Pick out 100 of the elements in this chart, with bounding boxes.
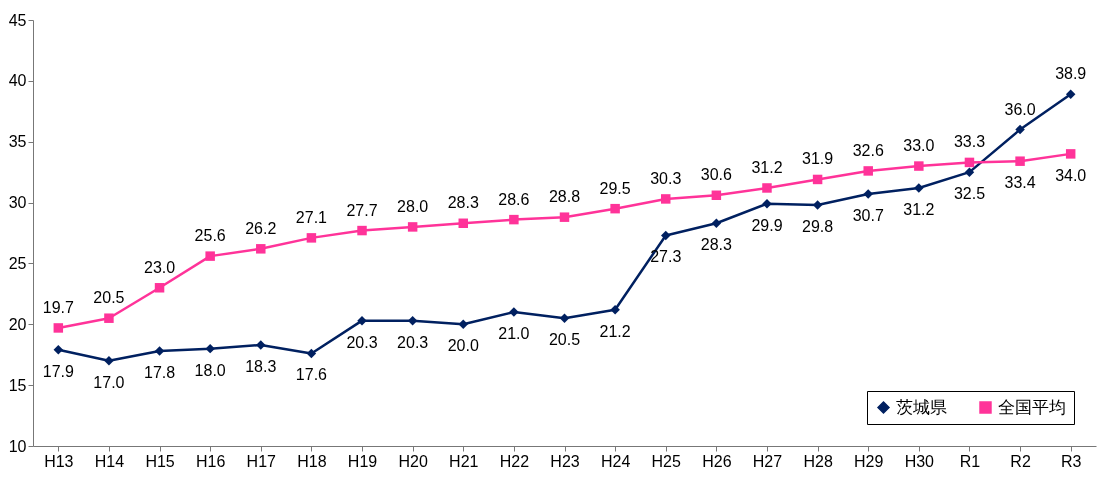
point xyxy=(256,244,266,254)
point xyxy=(357,225,367,236)
point xyxy=(306,348,317,359)
x-tick-label: H18 xyxy=(297,452,327,470)
x-tick-label: H23 xyxy=(550,452,580,470)
x-tick-label: H24 xyxy=(600,452,631,470)
x-tick-label: H29 xyxy=(854,452,884,470)
point xyxy=(104,313,114,323)
data-label: 28.6 xyxy=(498,190,530,208)
point xyxy=(964,167,975,177)
data-label: 20.0 xyxy=(447,337,479,355)
point xyxy=(610,304,620,315)
point xyxy=(458,218,469,229)
legend-label: 茨城県 xyxy=(896,397,947,417)
point xyxy=(964,157,975,168)
point xyxy=(1065,89,1076,99)
data-label: 32.6 xyxy=(852,141,884,159)
data-label: 36.0 xyxy=(1004,100,1036,118)
data-label: 33.3 xyxy=(953,133,986,151)
data-label: 20.5 xyxy=(93,289,125,307)
y-tick-label: 40 xyxy=(8,72,27,90)
point xyxy=(762,199,772,209)
x-tick-label: H21 xyxy=(449,452,479,470)
data-label: 21.2 xyxy=(599,322,631,340)
data-label: 30.3 xyxy=(650,169,682,187)
y-tick-label: 20 xyxy=(8,315,27,333)
data-label: 20.3 xyxy=(397,333,429,351)
x-tick-label: H19 xyxy=(347,452,378,470)
point xyxy=(711,218,722,229)
data-label: 17.6 xyxy=(295,366,328,384)
data-label: 31.2 xyxy=(751,158,783,176)
x-tick-label: H22 xyxy=(499,452,530,470)
data-label: 30.6 xyxy=(700,166,733,184)
point xyxy=(1065,149,1076,159)
x-tick-label: R3 xyxy=(1060,452,1082,470)
point xyxy=(661,230,671,241)
data-label: 28.8 xyxy=(548,188,581,206)
point xyxy=(509,214,519,225)
legend-label: 全国平均 xyxy=(998,397,1066,417)
data-label: 20.3 xyxy=(346,333,378,351)
point xyxy=(357,315,367,326)
data-label: 29.8 xyxy=(802,218,834,236)
data-label: 17.8 xyxy=(143,364,176,382)
data-label: 32.5 xyxy=(953,185,986,203)
data-label: 27.3 xyxy=(650,248,682,266)
x-tick-label: H14 xyxy=(94,452,125,470)
point xyxy=(154,346,165,356)
data-label: 23.0 xyxy=(143,258,176,276)
y-tick-label: 25 xyxy=(8,254,27,272)
point xyxy=(407,315,418,326)
point xyxy=(458,319,468,330)
x-tick-label: H25 xyxy=(651,452,682,470)
data-label: 26.2 xyxy=(245,219,277,237)
point xyxy=(812,174,823,185)
x-tick-label: H30 xyxy=(904,452,935,470)
point xyxy=(711,190,722,201)
x-tick-label: H20 xyxy=(398,452,428,470)
x-tick-label: H16 xyxy=(195,452,226,470)
data-label: 33.4 xyxy=(1004,174,1036,192)
x-tick-label: H15 xyxy=(145,452,175,470)
data-label: 25.6 xyxy=(194,227,226,245)
data-label: 34.0 xyxy=(1055,166,1087,184)
x-tick-label: H13 xyxy=(44,452,74,470)
data-label: 38.9 xyxy=(1055,65,1087,83)
point xyxy=(407,222,418,232)
point xyxy=(863,166,873,176)
point xyxy=(53,345,64,355)
data-label: 19.7 xyxy=(42,298,74,316)
x-tick-label: H17 xyxy=(246,452,277,470)
data-label: 28.0 xyxy=(397,197,429,215)
point xyxy=(306,233,317,243)
point xyxy=(104,356,114,366)
y-tick-label: 45 xyxy=(8,11,27,29)
x-tick-label: R2 xyxy=(1010,452,1031,470)
point xyxy=(154,283,165,293)
data-label: 27.7 xyxy=(346,201,378,219)
x-tick-label: H27 xyxy=(752,452,783,470)
point xyxy=(205,343,215,354)
data-label: 28.3 xyxy=(447,194,479,212)
data-label: 29.9 xyxy=(751,216,783,234)
data-label: 18.0 xyxy=(194,361,226,379)
x-tick-label: H26 xyxy=(702,452,732,470)
data-label: 18.3 xyxy=(245,357,277,375)
point xyxy=(762,183,772,193)
point xyxy=(610,203,620,214)
x-tick-label: H28 xyxy=(803,452,833,470)
point xyxy=(661,194,671,204)
data-label: 28.3 xyxy=(700,236,733,254)
data-label: 31.9 xyxy=(802,150,834,168)
point xyxy=(53,323,64,333)
data-label: 17.0 xyxy=(93,373,125,391)
point xyxy=(559,313,570,323)
y-tick-label: 10 xyxy=(8,437,27,455)
data-label: 27.1 xyxy=(295,208,328,226)
data-label: 21.0 xyxy=(498,325,530,343)
point xyxy=(559,212,570,222)
y-tick-label: 15 xyxy=(8,376,27,394)
data-label: 33.0 xyxy=(903,137,935,155)
y-tick-label: 35 xyxy=(8,133,27,151)
data-label: 29.5 xyxy=(599,179,631,197)
